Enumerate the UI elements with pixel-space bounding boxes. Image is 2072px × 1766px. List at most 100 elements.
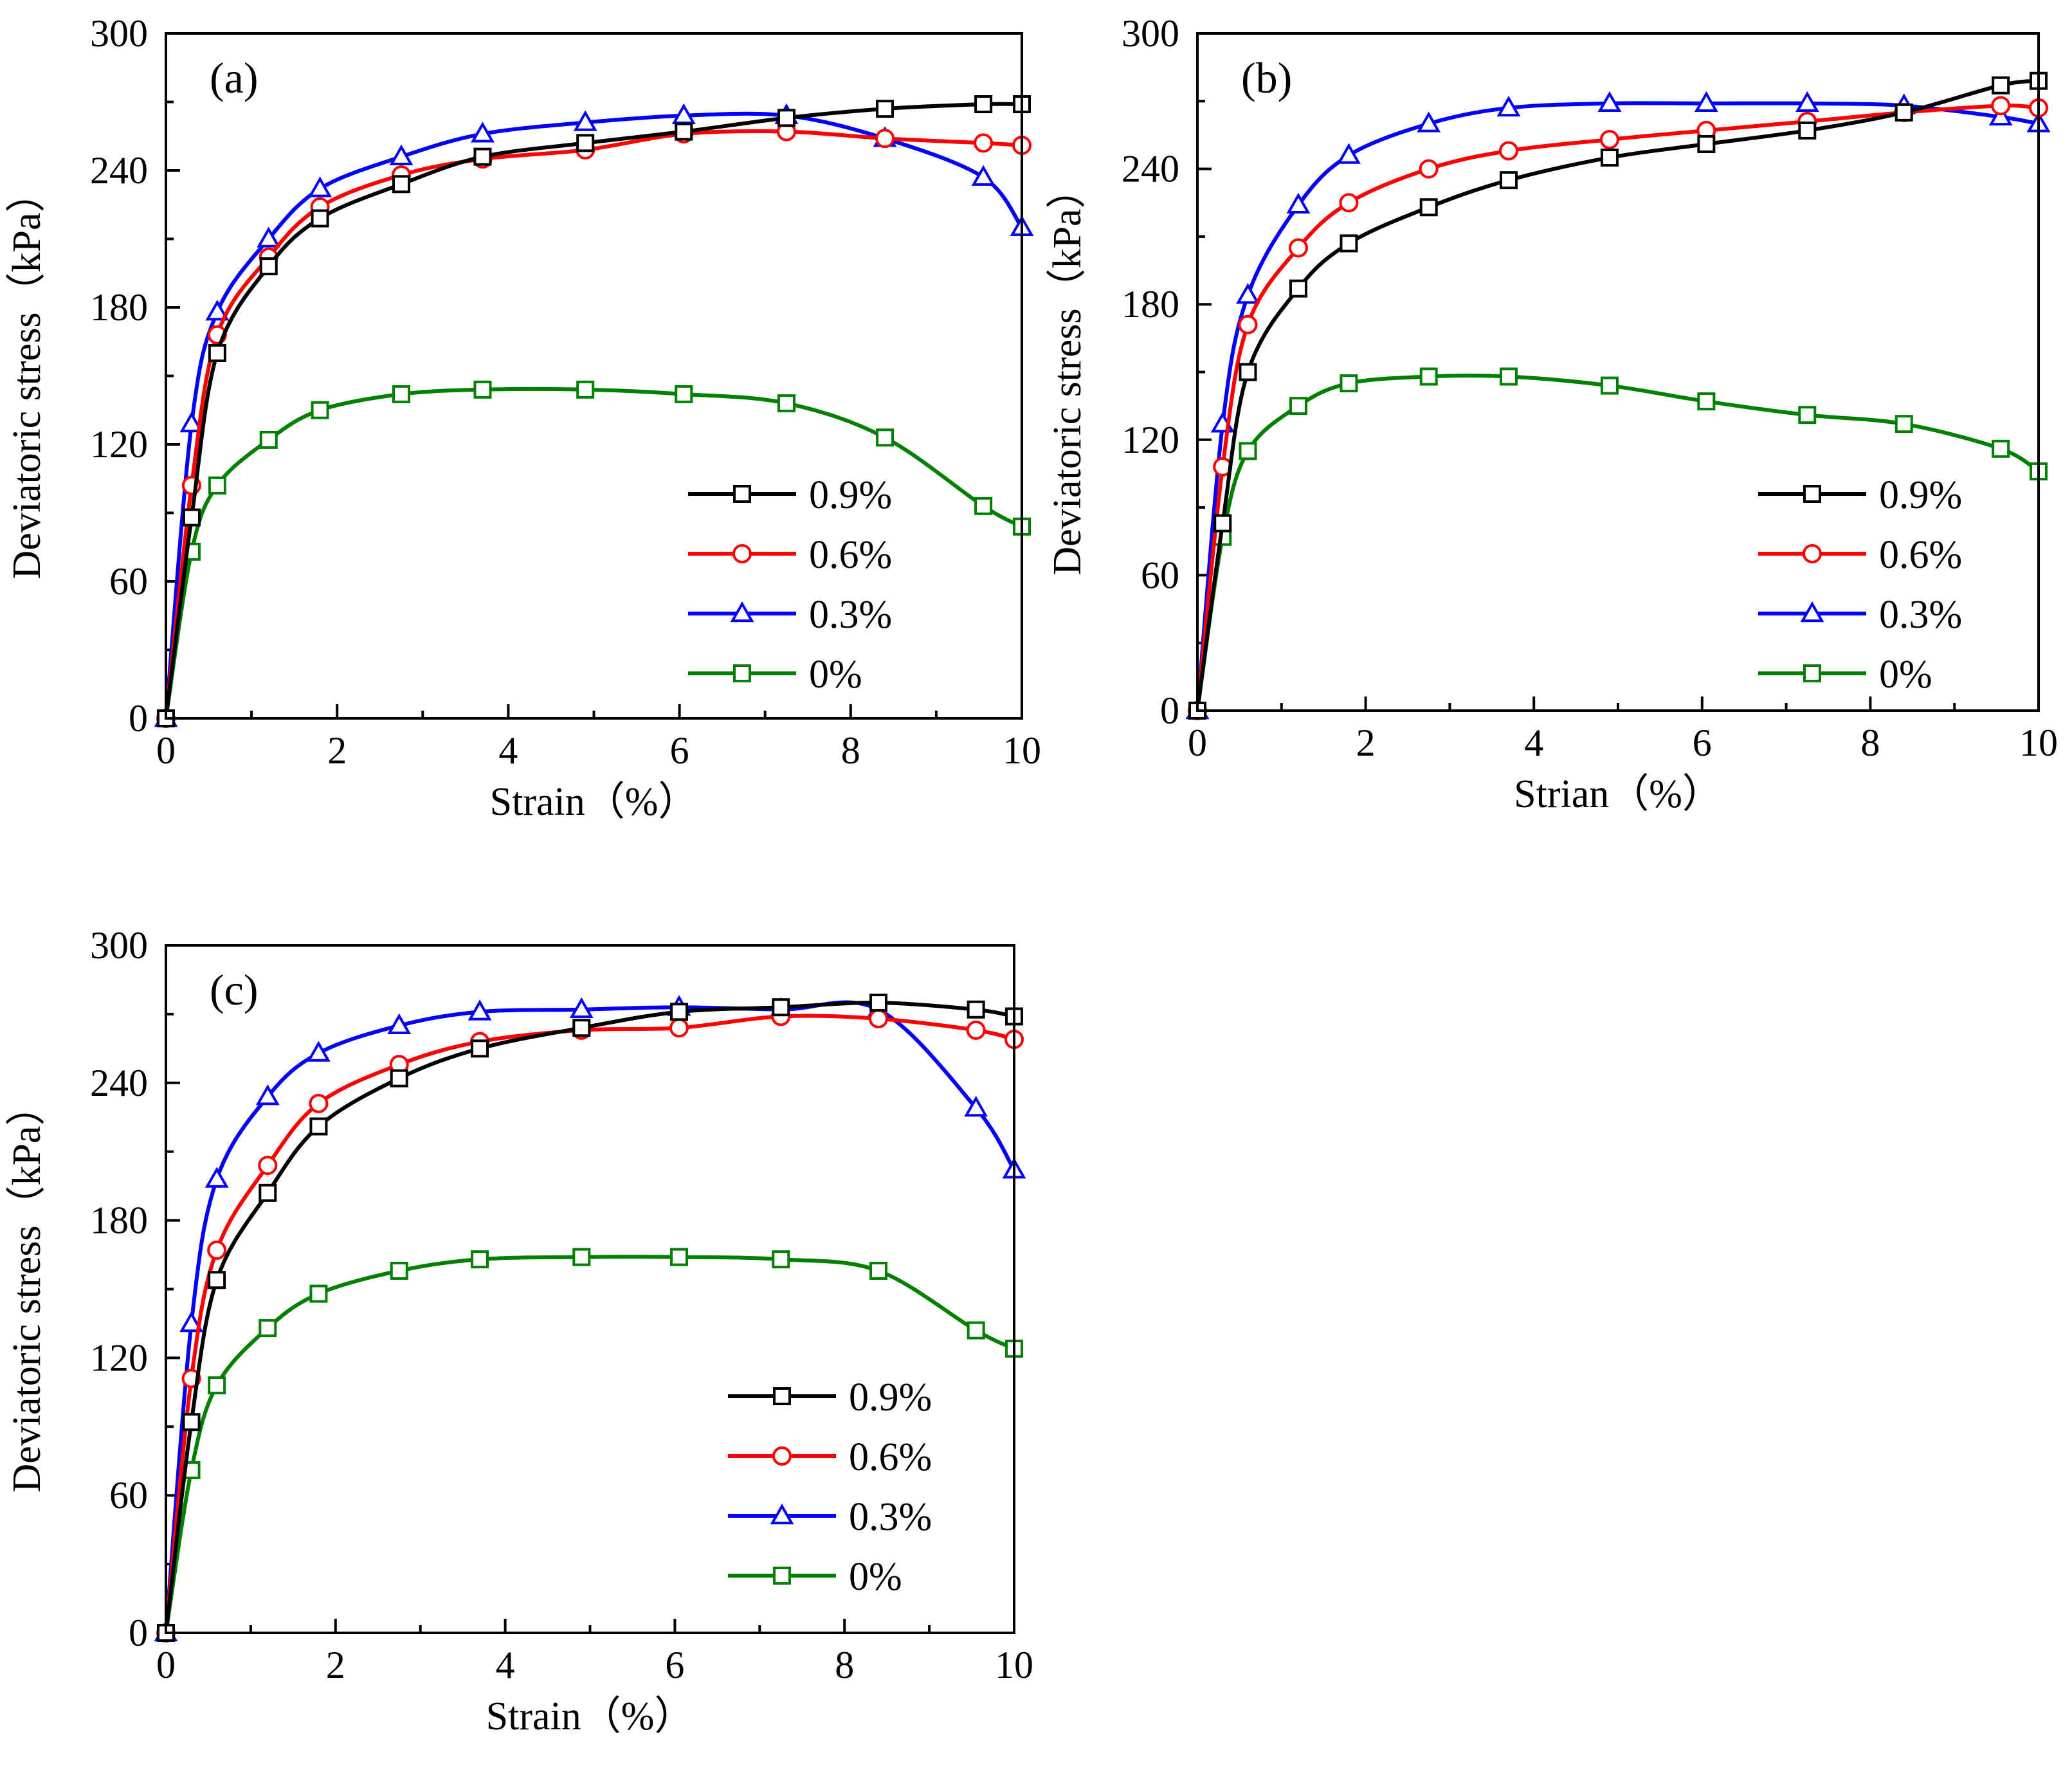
chart-a-y-tick-label: 240 [90, 149, 148, 192]
chart-c-data-point [309, 1117, 328, 1136]
chart-c-data-point [669, 1248, 688, 1266]
chart-b-x-axis-label: Strian（%） [1514, 772, 1722, 816]
chart-c-legend-label: 0.9% [849, 1376, 932, 1419]
chart-a-legend: 0.9% 0.6% 0.3% 0% [688, 473, 892, 696]
chart-b-data-point [1992, 76, 2010, 95]
chart-a-data-point [777, 109, 795, 127]
chart-c-data-point [309, 1284, 328, 1303]
chart-b-data-point [1597, 91, 1622, 113]
chart-a-legend-marker [733, 664, 751, 682]
chart-c-legend-label: 0% [849, 1555, 902, 1599]
chart-b-legend-marker [1800, 601, 1824, 623]
chart-a-legend-label: 0.6% [809, 533, 892, 577]
chart-a-x-tick-label: 10 [1003, 729, 1041, 772]
chart-a-data-point [573, 110, 597, 131]
chart-a-data-point [876, 100, 895, 118]
chart-b-data-point [1340, 374, 1358, 393]
chart-c-data-point [772, 998, 790, 1017]
chart-a-data-point [876, 428, 895, 447]
chart-a-data-point [675, 122, 693, 141]
chart-b-data-point [1419, 198, 1438, 217]
chart-a-legend-marker [732, 544, 752, 563]
chart-b-data-point [1798, 406, 1817, 424]
chart-c-data-point [471, 1039, 489, 1058]
chart-a-data-point [259, 257, 278, 276]
chart-b-y-tick-label: 120 [1122, 419, 1179, 461]
chart-c-x-tick-label: 2 [326, 1644, 345, 1686]
chart-b-data-point [1496, 95, 1521, 117]
chart-b-x-tick-label: 10 [2019, 722, 2058, 764]
chart-a-legend-marker [730, 601, 754, 623]
chart-a-data-point [675, 385, 693, 403]
chart-b-data-point [1289, 397, 1307, 415]
chart-b-data-point [1798, 121, 1817, 140]
chart-c-y-tick-label: 300 [90, 924, 148, 967]
chart-c-data-point [179, 1311, 204, 1333]
chart-c-data-point [390, 1261, 408, 1280]
chart-c-data-point [207, 1240, 227, 1260]
chart-c-data-point [572, 1019, 591, 1037]
chart-c-panel-label: (c) [210, 965, 258, 1014]
chart-a-legend-label: 0.9% [809, 473, 892, 517]
chart-a-data-point [311, 209, 329, 228]
chart-c-data-point [259, 1319, 277, 1338]
chart-a-x-tick-label: 6 [670, 729, 689, 772]
chart-a-x-tick-label: 8 [841, 729, 860, 772]
chart-b-x-tick-label: 8 [1860, 722, 1880, 764]
chart-b-data-point [1339, 193, 1359, 213]
chart-c-y-axis-label: Deviatoric stress（kPa） [5, 1086, 49, 1493]
chart-b-data-point [1992, 439, 2010, 458]
chart-b-y-axis-label: Deviatoric stress（kPa） [1046, 169, 1089, 576]
chart-b-x-tick-label: 6 [1693, 722, 1712, 764]
chart-b-data-point [1340, 234, 1358, 253]
chart-c-data-point [967, 1321, 985, 1340]
chart-a-data-point [777, 394, 795, 413]
chart-b-data-point [1336, 143, 1361, 164]
chart-c-data-point [255, 1084, 280, 1106]
chart-b-y-tick-label: 300 [1122, 12, 1179, 55]
chart-c-y-tick-label: 60 [109, 1474, 148, 1516]
chart-c-data-point [772, 1250, 790, 1269]
chart-c-data-point [869, 994, 887, 1012]
chart-a-series-line [164, 102, 1022, 719]
chart-a-x-tick-label: 2 [327, 729, 347, 772]
chart-b-data-point [1288, 238, 1308, 258]
chart-b-data-point [1895, 103, 1913, 122]
chart-c-data-point [258, 1156, 278, 1176]
chart-b-data-point [1599, 129, 1619, 149]
chart-b-plot-frame [1196, 32, 2040, 712]
chart-a-data-point [311, 401, 329, 419]
chart-b-series-0 [1188, 71, 2048, 720]
chart-c-data-point [204, 1167, 229, 1188]
chart-a-data-point [392, 385, 411, 403]
chart-b-data-point [1499, 171, 1518, 190]
chart-c-y-tick-label: 0 [129, 1612, 148, 1654]
chart-b-y-tick-label: 180 [1122, 283, 1179, 325]
chart-c-plot-frame [165, 944, 1015, 1634]
chart-b-series-line [1195, 104, 2039, 711]
chart-a-data-point [576, 380, 595, 399]
chart-panel-c: 0 2 4 6 8 10 0 60 120 180 240 300 Strain（%） Deviatori… [5, 924, 1033, 1738]
chart-c-data-point [387, 1013, 412, 1034]
chart-a-series-line [164, 111, 1024, 719]
chart-b-data-point [1238, 314, 1258, 334]
chart-b-legend-marker [1803, 664, 1821, 682]
chart-c-data-point [309, 1093, 329, 1113]
chart-b-data-point [1600, 149, 1619, 167]
chart-c-data-point [259, 1183, 277, 1202]
chart-c-data-point [390, 1069, 408, 1088]
chart-b-data-point [1795, 91, 1819, 113]
chart-c-legend-marker [770, 1503, 794, 1525]
chart-b-legend-label: 0.6% [1879, 533, 1962, 577]
chart-c-legend: 0.9% 0.6% 0.3% 0% [728, 1376, 932, 1599]
chart-c-data-point [569, 997, 594, 1019]
chart-a-x-tick-label: 4 [498, 729, 518, 772]
chart-b-data-point [1419, 367, 1438, 386]
chart-c-x-tick-label: 6 [665, 1644, 684, 1686]
chart-c-x-tick-label: 8 [835, 1644, 854, 1686]
chart-c-data-point [471, 1250, 489, 1269]
chart-b-data-point [1213, 514, 1232, 533]
chart-b-y-tick-label: 240 [1122, 148, 1179, 190]
chart-b-data-point [1895, 415, 1913, 433]
